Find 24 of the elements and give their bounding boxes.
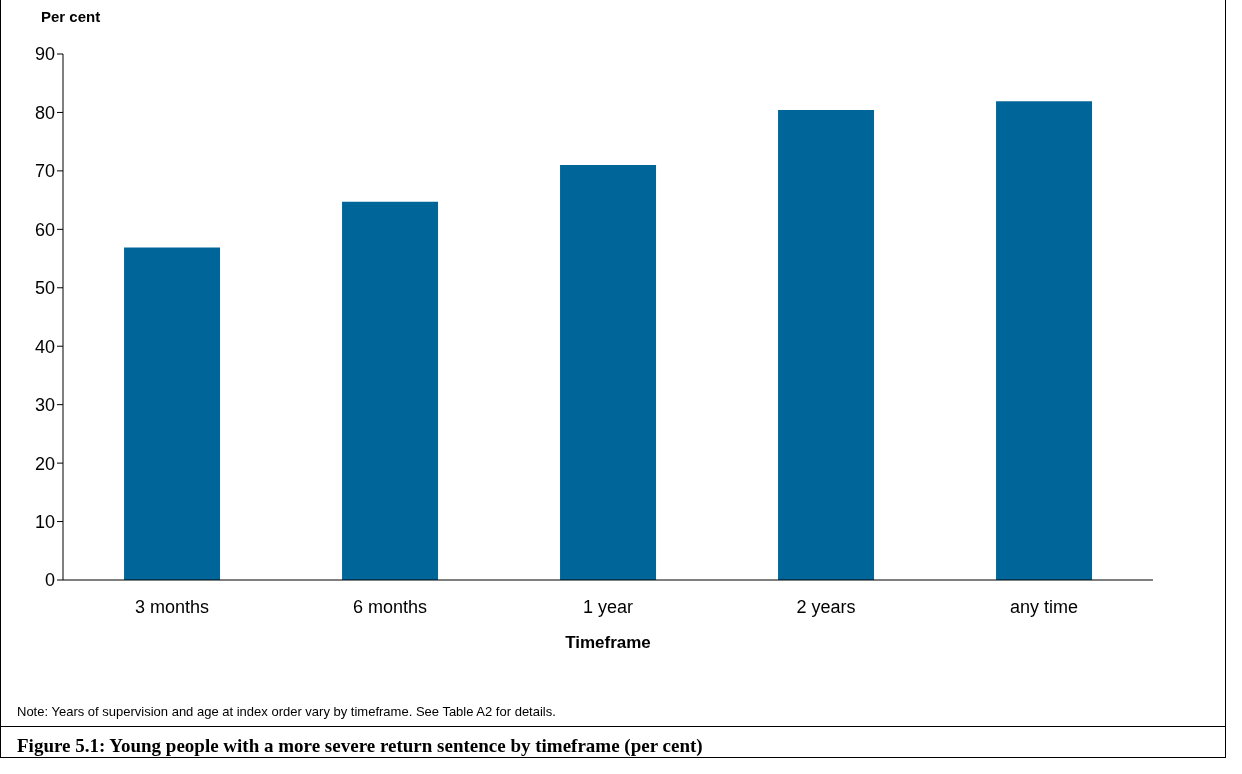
y-tick-label: 0 [44,570,55,591]
x-tick-label: any time [1009,596,1079,617]
y-tick-label: 50 [34,278,55,299]
y-tick-label: 30 [34,395,55,416]
y-tick-label: 60 [34,219,55,240]
x-tick-label: 6 months [352,596,428,617]
text: Figure 5.1: Young people with a more severe return sentence by timeframe (per cent) [1,726,1225,765]
y-tick-label: 40 [34,336,55,357]
bar [778,110,875,580]
y-tick-label: 10 [34,511,55,532]
bar [560,165,657,580]
x-tick-label: 3 months [134,596,210,617]
x-tick-label: 1 year [582,596,634,617]
y-tick-label: 90 [34,44,55,65]
x-tick-label: 2 years [796,596,856,617]
bar [124,247,221,580]
bar [996,101,1093,580]
y-axis-title: Per cent [41,8,101,25]
text: Note: Years of supervision and age at index order vary by timeframe. See Table A2 for details. [17,704,556,719]
x-axis-title: Timeframe [565,633,651,652]
bar [342,201,439,580]
y-tick-label: 70 [34,161,55,182]
y-tick-label: 20 [34,453,55,474]
y-tick-label: 80 [34,102,55,123]
